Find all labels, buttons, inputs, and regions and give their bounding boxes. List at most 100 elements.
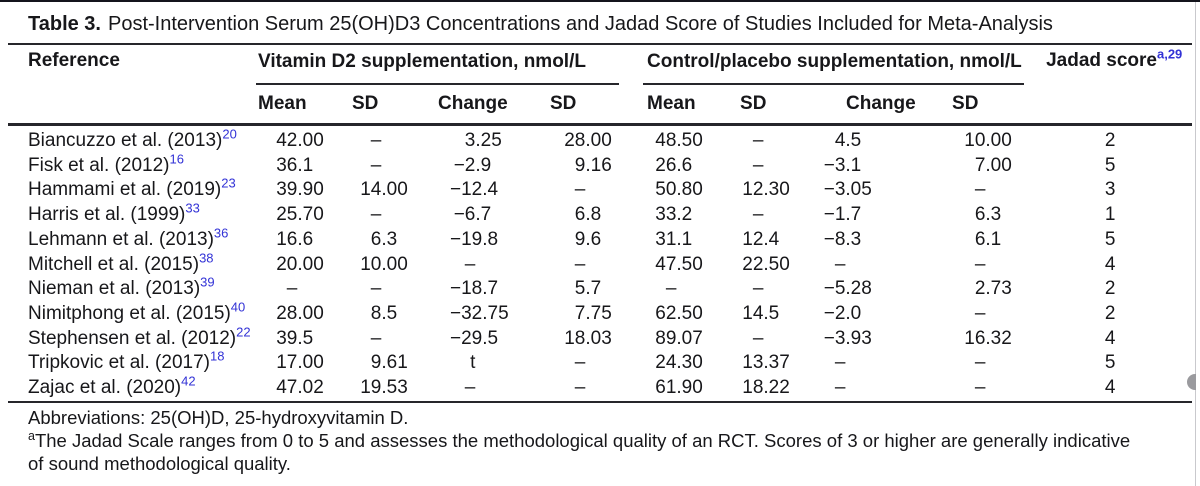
value-cell: 8.5 — [370, 302, 398, 324]
table-row: Zajac et al. (2020)42 47.02 19.53– –61.90 18… — [8, 373, 1193, 403]
value-cell: 48.50 — [655, 130, 703, 151]
jadad-score-cell: 3 — [1104, 179, 1116, 201]
value-cell: −18.7 — [450, 278, 499, 300]
reference-text: Tripkovic et al. (2017) — [28, 352, 210, 374]
citation-superscript[interactable]: 36 — [213, 225, 229, 241]
reference-cell: Mitchell et al. (2015)38 — [8, 250, 256, 278]
reference-cell: Nieman et al. (2013)39 — [8, 274, 256, 302]
value-cell: 24.30 — [655, 352, 703, 374]
reference-cell: Lehmann et al. (2013)36 — [8, 225, 256, 253]
value-cell: 19.53 — [350, 376, 436, 403]
reference-text: Harris et al. (1999) — [28, 204, 186, 226]
value-cell: – — [370, 204, 382, 226]
table-row: Harris et al. (1999)33 25.70 – −6.7 6.8 33.2 –… — [8, 200, 1192, 228]
value-cell: −6.7 — [453, 204, 492, 226]
table-row: Mitchell et al. (2015)38 20.00 10.00 – – 47.5… — [8, 250, 1192, 278]
value-cell: −5.28 — [823, 278, 872, 300]
value-cell: – — [752, 204, 764, 226]
column-header-reference: Reference — [8, 45, 256, 126]
value-cell: 18.03 — [564, 327, 612, 349]
reference-cell: Stephensen et al. (2012)22 — [8, 324, 256, 352]
value-cell: 50.80 — [655, 179, 703, 201]
data-table: Reference Vitamin D2 supplementation, nm… — [8, 45, 1193, 403]
table-caption-label: Table 3. — [28, 13, 101, 35]
value-cell: 6.1 — [974, 228, 1002, 250]
value-cell: 6.3 — [370, 228, 398, 250]
table-row: Lehmann et al. (2013)36 16.6 6.3 −19.8 9.6 31… — [8, 225, 1192, 253]
value-cell: – — [974, 352, 986, 374]
table-row: Hammami et al. (2019)23 39.90 14.00 −12.4 – 5… — [8, 176, 1192, 203]
value-cell: 3.25 — [464, 130, 502, 151]
value-cell: – — [574, 253, 586, 275]
jadad-citation-superscript[interactable]: a,29 — [1156, 46, 1183, 62]
value-cell: −3.05 — [823, 179, 872, 201]
vitamin-d2-group-underline: Vitamin D2 supplementation, nmol/L — [256, 50, 620, 85]
value-cell: 6.3 — [974, 204, 1002, 226]
table-row: Nieman et al. (2013)39 – – −18.7 5.7 – – −5.28 2… — [8, 274, 1192, 302]
value-cell: 42.00 — [276, 130, 324, 151]
table-header: Reference Vitamin D2 supplementation, nm… — [8, 45, 1193, 126]
citation-superscript[interactable]: 38 — [199, 250, 214, 266]
sub-header-mean-d2: Mean — [256, 85, 350, 126]
citation-superscript[interactable]: 22 — [236, 324, 251, 340]
value-cell: −32.75 — [450, 302, 509, 324]
citation-superscript[interactable]: 18 — [209, 349, 225, 364]
value-cell: t — [470, 352, 476, 374]
value-cell: −2.9 — [453, 154, 492, 176]
table-row: Biancuzzo et al. (2013)20 42.00 – 3.25 28.00… — [8, 125, 1192, 154]
sub-header-mean-control: Mean — [643, 85, 737, 126]
value-cell: – — [370, 154, 382, 176]
value-cell: 47.02 — [256, 376, 350, 403]
value-cell: 33.2 — [655, 204, 693, 226]
citation-superscript[interactable]: 40 — [230, 299, 246, 315]
value-cell: 12.30 — [742, 179, 790, 201]
value-cell: 47.50 — [655, 253, 703, 275]
value-cell: – — [286, 278, 298, 300]
value-cell: – — [546, 376, 644, 403]
value-cell: 9.6 — [574, 228, 602, 250]
scrollbar-thumb[interactable] — [1187, 374, 1196, 390]
value-cell: 36.1 — [276, 154, 314, 176]
jadad-score-cell: 1 — [1104, 204, 1116, 226]
column-group-control-placebo: Control/placebo supplementation, nmol/L — [643, 45, 1038, 85]
value-cell: 39.5 — [276, 327, 314, 349]
value-cell: −8.3 — [823, 228, 862, 250]
control-group-underline: Control/placebo supplementation, nmol/L — [643, 50, 1025, 85]
value-cell: −3.93 — [823, 327, 872, 349]
value-cell: – — [752, 327, 764, 349]
table-caption: Table 3. Post-Intervention Serum 25(OH)D3… — [8, 2, 1192, 45]
column-group-vitamin-d2: Vitamin D2 supplementation, nmol/L — [256, 45, 643, 85]
value-cell: 61.90 — [643, 376, 737, 403]
citation-superscript[interactable]: 20 — [222, 126, 237, 142]
reference-text: Hammami et al. (2019) — [28, 179, 222, 201]
citation-superscript[interactable]: 23 — [221, 176, 236, 192]
column-header-jadad-score: Jadad scorea,29 — [1038, 45, 1193, 126]
reference-text: Nieman et al. (2013) — [28, 278, 201, 300]
value-cell: – — [574, 352, 586, 374]
value-cell: 14.00 — [360, 179, 408, 201]
citation-superscript[interactable]: 39 — [200, 274, 215, 290]
table-row: Fisk et al. (2012)16 36.1 – −2.9 9.16 26.6 – −3… — [8, 151, 1192, 179]
reference-cell: Hammami et al. (2019)23 — [8, 176, 256, 203]
reference-cell: Tripkovic et al. (2017)18 — [8, 349, 256, 376]
value-cell: – — [974, 179, 986, 201]
reference-cell: Zajac et al. (2020)42 — [8, 373, 256, 403]
sub-header-change-control: Change — [820, 85, 949, 126]
table-footnotes: Abbreviations: 25(OH)D, 25-hydroxyvitami… — [8, 406, 1192, 475]
sub-header-sd-control: SD — [736, 85, 821, 126]
value-cell: – — [665, 278, 677, 300]
value-cell: 20.00 — [276, 253, 324, 275]
citation-superscript[interactable]: 42 — [181, 373, 196, 389]
value-cell: 5.7 — [574, 278, 602, 300]
citation-superscript[interactable]: 16 — [169, 151, 184, 167]
reference-text: Lehmann et al. (2013) — [28, 228, 214, 250]
table-row: Stephensen et al. (2012)22 39.5 – −29.5 18.0… — [8, 324, 1192, 352]
value-cell: – — [752, 278, 764, 300]
sub-header-change-sd-control: SD — [948, 85, 1039, 126]
reference-text: Zajac et al. (2020) — [28, 377, 182, 399]
reference-cell: Harris et al. (1999)33 — [8, 200, 256, 228]
reference-text: Nimitphong et al. (2015) — [28, 302, 231, 324]
value-cell: – — [834, 352, 846, 374]
citation-superscript[interactable]: 33 — [185, 200, 200, 216]
